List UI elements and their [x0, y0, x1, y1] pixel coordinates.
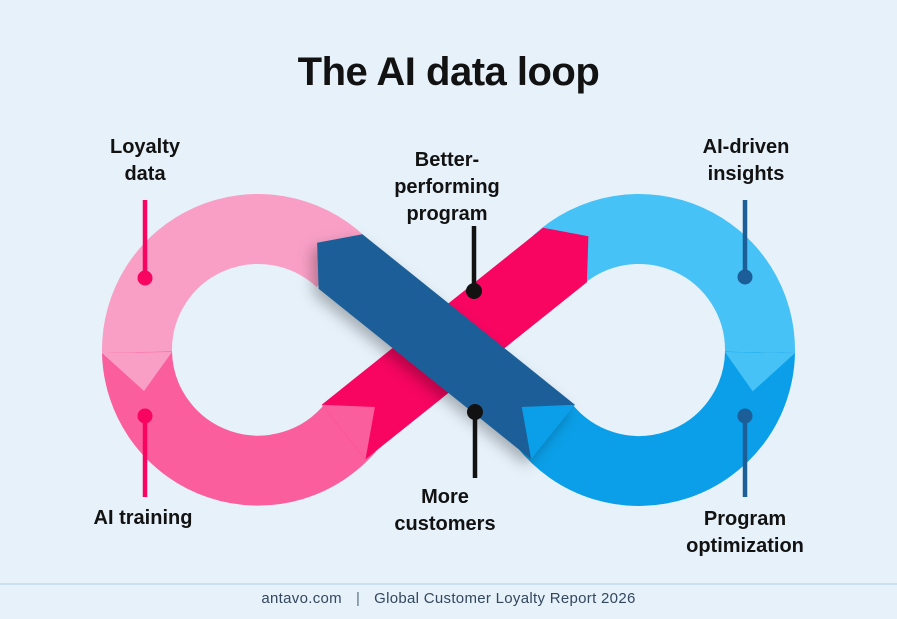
label-loyalty-data: Loyalty data: [45, 134, 245, 188]
page-title: The AI data loop: [297, 50, 600, 94]
footer-site-text: antavo.com: [261, 590, 342, 607]
footer-divider: [0, 583, 897, 585]
blue-navy-flow-chevron: [521, 404, 575, 460]
connector-dot-loyalty-data: [137, 270, 153, 286]
footer-report-text: Global Customer Loyalty Report 2026: [374, 590, 636, 607]
label-better-performing-program: Better- performing program: [347, 147, 547, 228]
right-loop-bottom-arc: [516, 350, 795, 506]
connector-dot-better-program: [466, 283, 482, 299]
label-ai-driven-line-1: AI-driven: [702, 136, 790, 158]
label-better-line-2: performing: [394, 176, 500, 198]
pink-crimson-flow-chevron: [321, 404, 375, 460]
label-more-customers: More customers: [345, 484, 545, 538]
label-program-optimization-line-2: optimization: [686, 535, 804, 557]
label-better-line-1: Better-: [414, 149, 480, 171]
label-ai-driven-insights: AI-driven insights: [646, 134, 846, 188]
left-loop-bottom-arc: [102, 350, 381, 506]
label-ai-training: AI training: [43, 505, 243, 532]
label-loyalty-data-line-2: data: [124, 163, 166, 185]
right-loop-flow-chevron: [725, 352, 795, 392]
label-program-optimization-line-1: Program: [703, 508, 787, 530]
navy-ribbon-arrow: [317, 234, 575, 460]
label-program-optimization: Program optimization: [645, 506, 845, 560]
label-loyalty-data-line-1: Loyalty: [109, 136, 181, 158]
footer-separator: |: [355, 590, 361, 607]
label-more-customers-line-1: More: [421, 486, 469, 508]
label-ai-training-line-1: AI training: [93, 507, 193, 529]
right-loop-top-arc: [532, 194, 795, 353]
connector-dot-ai-driven: [737, 269, 753, 285]
footer: antavo.com | Global Customer Loyalty Repor…: [0, 590, 897, 607]
left-loop-flow-chevron: [102, 352, 172, 391]
label-better-line-3: program: [406, 203, 488, 225]
label-more-customers-line-2: customers: [394, 513, 496, 535]
label-ai-driven-line-2: insights: [707, 163, 785, 185]
left-loop-top-arc: [102, 194, 365, 353]
